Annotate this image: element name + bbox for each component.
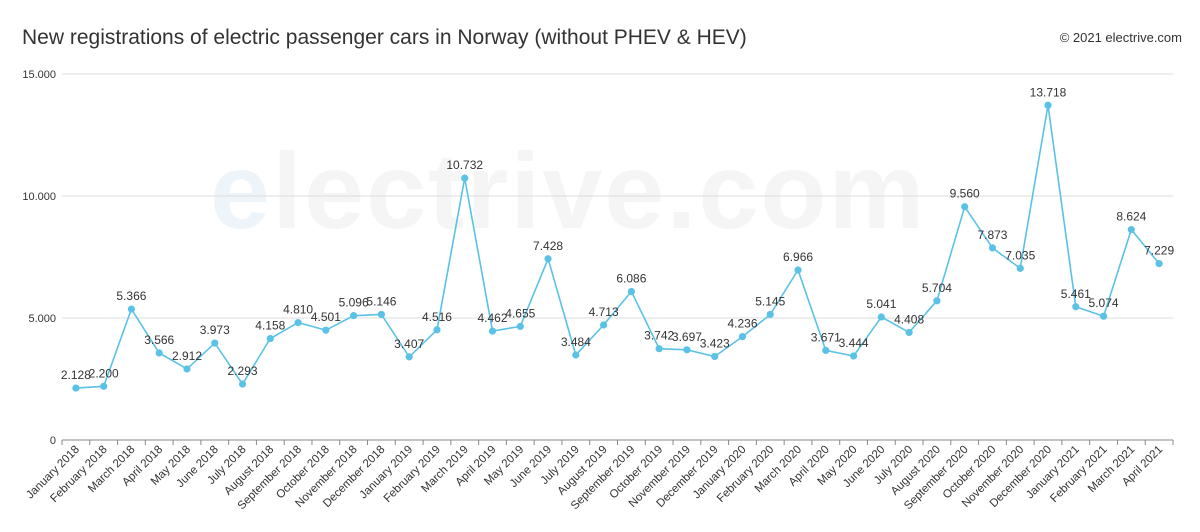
data-label: 4.516 xyxy=(422,310,452,324)
data-point xyxy=(627,287,635,296)
data-point xyxy=(1155,260,1163,268)
data-label: 2.200 xyxy=(89,366,119,380)
copyright-notice: © 2021 electrive.com xyxy=(1059,30,1182,45)
data-label: 3.444 xyxy=(839,336,869,350)
data-label: 4.713 xyxy=(589,305,619,319)
data-point xyxy=(322,326,330,334)
data-label: 5.096 xyxy=(339,296,369,310)
data-point xyxy=(488,327,497,335)
watermark: electrive.com xyxy=(210,128,926,253)
series-line xyxy=(75,105,1160,389)
data-label: 3.566 xyxy=(144,333,174,347)
data-label: 4.158 xyxy=(255,319,285,333)
data-label: 3.742 xyxy=(644,329,674,343)
y-tick-label: 5.000 xyxy=(28,313,56,325)
data-point xyxy=(238,380,247,388)
data-point xyxy=(294,319,302,327)
data-point xyxy=(100,382,108,390)
data-label: 3.697 xyxy=(672,330,702,344)
data-label: 4.236 xyxy=(727,317,757,331)
watermark-rest: lectrive.com xyxy=(272,130,927,251)
data-label: 13.718 xyxy=(1030,85,1067,99)
data-point xyxy=(738,333,747,341)
data-point xyxy=(377,310,386,319)
data-point xyxy=(905,328,913,337)
data-point xyxy=(516,322,524,331)
data-point xyxy=(655,345,663,353)
data-point xyxy=(405,353,413,361)
data-label: 2.128 xyxy=(61,368,91,382)
data-label: 10.732 xyxy=(446,158,483,172)
chart-title: New registrations of electric passenger … xyxy=(22,26,747,49)
data-label: 3.973 xyxy=(200,323,230,337)
data-point xyxy=(155,349,163,357)
data-point xyxy=(1127,225,1135,234)
data-label: 9.560 xyxy=(950,187,980,201)
data-label: 7.873 xyxy=(977,228,1007,242)
data-label: 4.655 xyxy=(505,306,535,320)
data-label: 4.501 xyxy=(311,310,341,324)
data-point xyxy=(1072,303,1080,311)
data-label: 3.671 xyxy=(811,330,841,344)
data-label: 5.461 xyxy=(1061,287,1091,301)
data-label: 3.484 xyxy=(561,335,591,349)
data-label: 5.145 xyxy=(755,294,785,308)
data-label: 7.229 xyxy=(1144,244,1174,258)
y-tick-label: 10.000 xyxy=(22,191,56,203)
data-point xyxy=(350,312,358,320)
data-label: 6.086 xyxy=(616,272,646,286)
data-point xyxy=(572,351,580,359)
data-label: 5.146 xyxy=(366,294,396,308)
data-point xyxy=(961,203,969,211)
data-point xyxy=(600,321,608,329)
y-tick-label: 0 xyxy=(50,435,56,447)
data-point xyxy=(1044,101,1052,109)
data-label: 4.810 xyxy=(283,303,313,317)
data-label: 7.428 xyxy=(533,239,563,253)
data-label: 8.624 xyxy=(1116,210,1146,224)
data-point xyxy=(849,352,858,360)
data-label: 4.462 xyxy=(477,311,507,325)
data-label: 5.704 xyxy=(922,281,952,295)
data-point xyxy=(711,352,719,361)
data-point xyxy=(72,384,80,392)
data-point xyxy=(794,266,802,274)
data-label: 3.407 xyxy=(394,337,424,351)
data-point xyxy=(183,365,191,373)
data-point xyxy=(1016,264,1024,272)
data-point xyxy=(1099,312,1108,320)
data-label: 5.074 xyxy=(1089,296,1119,310)
data-point xyxy=(877,313,885,321)
data-label: 4.408 xyxy=(894,312,924,326)
data-point xyxy=(988,244,997,252)
data-point xyxy=(127,305,136,313)
data-point xyxy=(461,174,469,182)
data-point xyxy=(683,346,691,354)
watermark-first-letter: e xyxy=(210,130,273,251)
data-label: 2.293 xyxy=(228,364,258,378)
data-point xyxy=(822,346,830,355)
data-label: 7.035 xyxy=(1005,248,1035,262)
data-label: 5.366 xyxy=(116,289,146,303)
data-point xyxy=(766,310,774,319)
data-label: 6.966 xyxy=(783,250,813,264)
data-label: 3.423 xyxy=(700,336,730,350)
y-tick-label: 15.000 xyxy=(22,69,56,81)
data-point xyxy=(433,326,441,334)
data-label: 5.041 xyxy=(866,297,896,311)
data-point xyxy=(933,297,941,305)
data-label: 2.912 xyxy=(172,349,202,363)
data-point xyxy=(544,255,552,263)
data-point xyxy=(211,339,219,347)
data-point xyxy=(266,334,274,343)
